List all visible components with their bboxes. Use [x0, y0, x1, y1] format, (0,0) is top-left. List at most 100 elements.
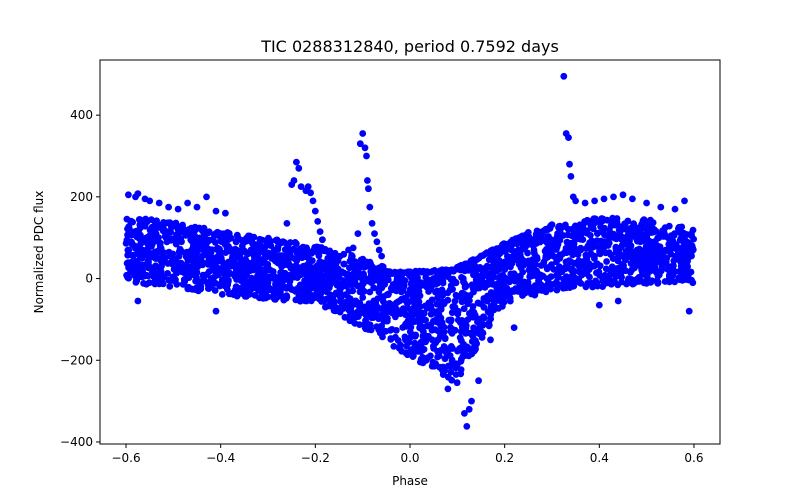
- outlier-point: [685, 307, 693, 315]
- outlier-point: [368, 220, 376, 227]
- data-point: [286, 239, 294, 246]
- data-point: [140, 280, 147, 287]
- data-point: [563, 263, 570, 270]
- data-point: [669, 263, 676, 271]
- data-point: [582, 283, 590, 291]
- data-point: [468, 331, 476, 339]
- data-point: [239, 248, 246, 255]
- data-point: [590, 238, 597, 246]
- data-point: [135, 251, 143, 259]
- data-point: [549, 238, 556, 246]
- data-point: [148, 242, 155, 250]
- data-point: [211, 287, 219, 294]
- data-point: [250, 281, 258, 289]
- data-point: [184, 256, 192, 264]
- data-point: [444, 289, 452, 297]
- outlier-point: [349, 244, 357, 252]
- data-point: [462, 325, 470, 332]
- data-point: [205, 268, 213, 276]
- outlier-point: [475, 377, 482, 385]
- outlier-point: [560, 72, 568, 80]
- data-point: [495, 305, 502, 312]
- data-point: [452, 364, 460, 372]
- data-point: [444, 373, 452, 381]
- data-point: [187, 266, 195, 273]
- data-point: [410, 295, 418, 303]
- outlier-point: [510, 324, 518, 331]
- outlier-point: [567, 173, 575, 180]
- outlier-point: [124, 191, 132, 199]
- data-point: [415, 318, 423, 326]
- data-point: [494, 280, 502, 288]
- data-point: [195, 278, 203, 286]
- data-point: [326, 264, 333, 271]
- data-point: [183, 248, 191, 256]
- data-point: [410, 277, 418, 284]
- data-point: [506, 294, 514, 302]
- data-point: [209, 254, 217, 262]
- data-point: [293, 253, 301, 261]
- data-point: [231, 272, 238, 279]
- data-point: [452, 291, 460, 299]
- data-point: [124, 251, 132, 259]
- data-point: [224, 264, 231, 272]
- data-point: [543, 275, 551, 282]
- data-point: [242, 277, 250, 285]
- data-point: [584, 242, 592, 250]
- data-point: [525, 257, 532, 265]
- data-point: [190, 234, 198, 242]
- data-point: [342, 282, 349, 289]
- data-point: [276, 252, 284, 260]
- data-point: [277, 274, 285, 282]
- data-point: [395, 285, 402, 292]
- data-point: [685, 268, 692, 276]
- y-tick-label: 200: [70, 190, 93, 204]
- data-point: [654, 272, 662, 280]
- data-point: [371, 301, 378, 309]
- data-point: [144, 272, 152, 280]
- data-point: [220, 236, 228, 244]
- outlier-point: [581, 199, 589, 207]
- outlier-point: [600, 195, 608, 203]
- data-point: [564, 225, 572, 233]
- data-point: [640, 250, 648, 257]
- data-point: [678, 235, 686, 242]
- data-point: [359, 256, 367, 264]
- data-point: [323, 288, 331, 296]
- data-point: [482, 264, 490, 272]
- x-tick-label: 0.4: [590, 451, 609, 465]
- data-point: [209, 277, 217, 285]
- data-point: [464, 300, 472, 308]
- outlier-point: [619, 191, 627, 199]
- data-point: [435, 291, 443, 299]
- data-point: [463, 343, 471, 351]
- data-point: [671, 278, 679, 286]
- data-point: [562, 282, 569, 289]
- data-point: [460, 278, 467, 286]
- data-point: [655, 243, 662, 250]
- data-point: [308, 248, 315, 256]
- data-point: [143, 218, 151, 226]
- data-point: [169, 220, 177, 228]
- outlier-point: [463, 423, 471, 430]
- data-point: [165, 248, 173, 256]
- outlier-point: [241, 291, 248, 299]
- outlier-point: [566, 160, 573, 168]
- data-point: [622, 256, 629, 264]
- data-point: [472, 345, 479, 353]
- data-point: [257, 284, 265, 292]
- data-point: [563, 273, 570, 281]
- outlier-point: [283, 293, 291, 301]
- outlier-point: [314, 218, 322, 225]
- data-point: [439, 366, 446, 374]
- data-point: [567, 258, 575, 266]
- data-point: [383, 317, 391, 325]
- data-point: [128, 238, 136, 246]
- outlier-point: [681, 197, 688, 205]
- data-point: [346, 264, 353, 272]
- data-point: [542, 288, 550, 296]
- data-point: [428, 296, 436, 304]
- data-point: [689, 226, 697, 234]
- data-point: [206, 236, 213, 244]
- data-point: [624, 217, 632, 225]
